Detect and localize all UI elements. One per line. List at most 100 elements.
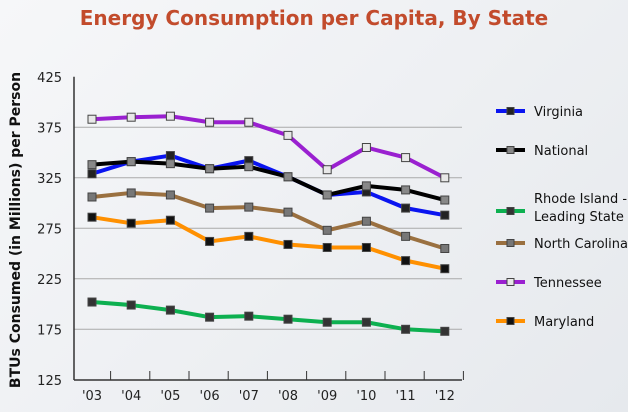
series-line (91, 153, 446, 218)
data-point (244, 311, 254, 321)
y-tick-label: 225 (37, 273, 62, 288)
legend-item: National (496, 144, 588, 159)
data-point (126, 218, 136, 228)
data-point (244, 202, 254, 212)
chart-title: Energy Consumption per Capita, By State (79, 6, 549, 30)
data-point (283, 172, 293, 182)
data-point (322, 242, 332, 252)
data-point (165, 215, 175, 225)
data-point (87, 297, 97, 307)
series-line (91, 159, 446, 202)
y-axis-label: BTUs Consumed (in Millions) per Person (8, 72, 24, 388)
x-tick-label: '08 (278, 389, 298, 404)
y-tick-label: 375 (37, 121, 62, 136)
x-tick-label: '10 (356, 389, 376, 404)
legend-marker (506, 207, 515, 215)
x-tick-label: '03 (82, 389, 102, 404)
data-point (87, 192, 97, 202)
data-point (165, 151, 175, 161)
data-point (440, 173, 450, 183)
data-point (126, 157, 136, 167)
data-point (126, 300, 136, 310)
data-point (244, 162, 254, 172)
legend-item: Virginia (496, 105, 583, 120)
series-north-carolina (87, 188, 450, 253)
data-point (322, 190, 332, 200)
data-point (283, 207, 293, 217)
y-tick-label: 175 (37, 323, 62, 338)
data-point (126, 188, 136, 198)
series-maryland (87, 212, 450, 274)
data-point (322, 317, 332, 327)
data-point (440, 195, 450, 205)
x-tick-label: '09 (317, 389, 337, 404)
x-tick-label: '11 (396, 389, 416, 404)
y-tick-label: 125 (37, 374, 62, 389)
legend-item: Tennessee (496, 276, 602, 291)
data-point (283, 314, 293, 324)
legend-marker (506, 317, 515, 325)
data-point (361, 181, 371, 191)
y-tick-label: 325 (37, 172, 62, 187)
data-point (401, 185, 411, 195)
legend-marker (506, 239, 515, 247)
data-point (205, 164, 215, 174)
data-point (87, 169, 97, 179)
data-point (126, 112, 136, 122)
data-point (440, 264, 450, 274)
legend-marker (506, 146, 515, 154)
series-line (91, 114, 446, 180)
x-tick-label: '12 (435, 389, 455, 404)
data-point (401, 324, 411, 334)
data-point (440, 326, 450, 336)
y-tick-label: 275 (37, 222, 62, 237)
series-rhode-island-leading-state (87, 297, 450, 336)
data-point (244, 117, 254, 127)
data-point (165, 305, 175, 315)
legend-label: Rhode Island -Leading State (534, 192, 627, 225)
legend-label: Maryland (534, 315, 594, 330)
legend-label: Virginia (534, 105, 583, 120)
data-point (401, 231, 411, 241)
data-point (361, 216, 371, 226)
data-point (205, 236, 215, 246)
legend-item: Maryland (496, 315, 594, 330)
legend-item: Rhode Island -Leading State (496, 192, 627, 225)
data-point (205, 312, 215, 322)
legend-marker (506, 278, 515, 286)
data-point (361, 317, 371, 327)
legend-item: North Carolina (496, 237, 628, 252)
series-line (91, 300, 445, 334)
data-point (361, 242, 371, 252)
data-point (87, 212, 97, 222)
legend-label: Tennessee (533, 276, 602, 291)
data-point (440, 210, 450, 220)
data-point (205, 117, 215, 127)
series-line (91, 190, 446, 251)
data-point (87, 114, 97, 124)
data-point (205, 203, 215, 213)
data-point (401, 203, 411, 213)
x-tick-label: '06 (200, 389, 220, 404)
data-point (87, 160, 97, 170)
data-point (322, 165, 332, 175)
data-point (322, 225, 332, 235)
data-point (283, 130, 293, 140)
x-tick-label: '07 (239, 389, 259, 404)
data-point (401, 256, 411, 266)
data-point (165, 190, 175, 200)
x-tick-label: '04 (121, 389, 141, 404)
data-point (440, 244, 450, 253)
y-tick-label: 425 (37, 71, 62, 86)
data-point (165, 111, 175, 121)
series-national (87, 157, 450, 205)
data-point (244, 231, 254, 241)
series-tennessee (87, 111, 450, 183)
data-point (361, 143, 371, 152)
x-tick-label: '05 (160, 389, 180, 404)
legend-label: North Carolina (534, 237, 628, 252)
data-point (283, 239, 293, 249)
series-line (91, 215, 446, 271)
data-point (165, 159, 175, 169)
